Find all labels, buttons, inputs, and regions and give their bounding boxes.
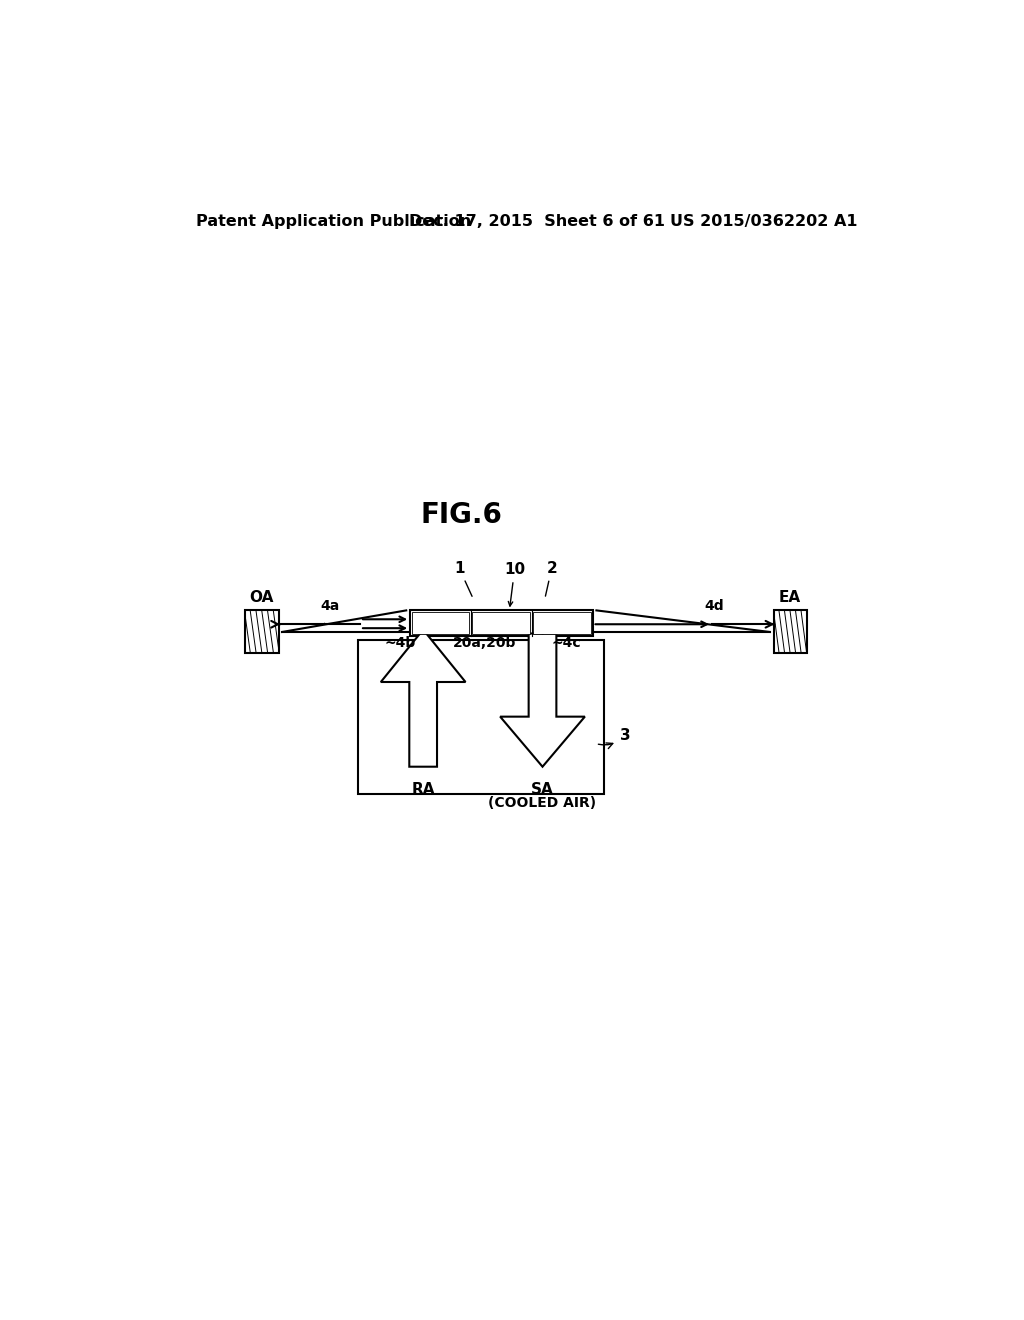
Text: ~4c: ~4c [552,636,582,649]
Text: ~4b: ~4b [385,636,416,649]
Bar [410,610,593,636]
Text: 10: 10 [504,562,525,606]
Polygon shape [500,634,585,767]
Text: 2: 2 [546,561,557,597]
Bar [357,640,604,793]
Text: EA: EA [778,590,801,605]
Text: 4d: 4d [705,599,724,612]
Bar [412,612,469,635]
Text: SA: SA [531,781,554,797]
Text: US 2015/0362202 A1: US 2015/0362202 A1 [670,214,857,228]
Bar [773,610,807,653]
Text: 4a: 4a [321,599,340,612]
Bar [245,610,280,653]
Text: 3: 3 [598,727,630,748]
Text: 20a,20b: 20a,20b [453,636,516,649]
Text: RA: RA [412,781,435,797]
Text: OA: OA [249,590,273,605]
Text: Patent Application Publication: Patent Application Publication [196,214,471,228]
Text: 1: 1 [454,561,472,597]
Text: FIG.6: FIG.6 [421,502,503,529]
Polygon shape [381,630,466,767]
Bar [472,612,530,635]
Bar [534,612,591,635]
Text: (COOLED AIR): (COOLED AIR) [488,796,597,810]
Text: Dec. 17, 2015  Sheet 6 of 61: Dec. 17, 2015 Sheet 6 of 61 [410,214,666,228]
